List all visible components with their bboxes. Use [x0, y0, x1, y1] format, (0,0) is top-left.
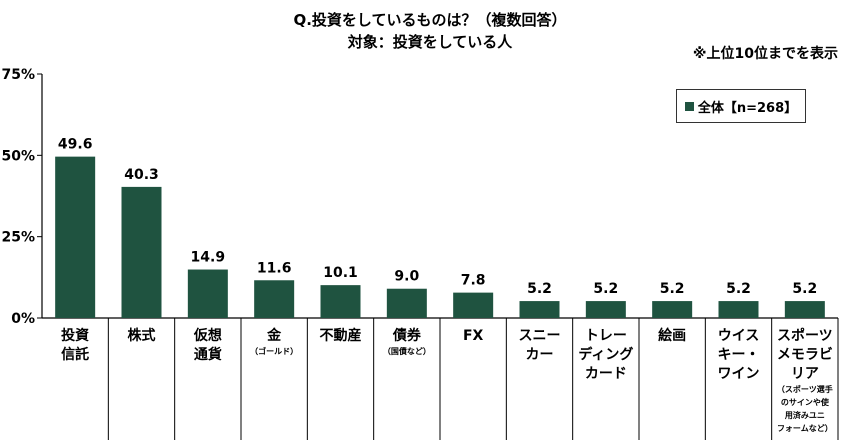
legend-label: 全体【n=268】	[697, 100, 798, 116]
data-label: 5.2	[527, 281, 552, 297]
x-tick-sublabel: （国債など）	[383, 346, 431, 356]
data-label: 9.0	[394, 269, 419, 285]
x-tick-label: トレー	[585, 328, 627, 344]
bar	[187, 269, 228, 318]
chart-subtitle: 対象：投資をしている人	[347, 33, 513, 51]
data-label: 14.9	[191, 250, 226, 266]
bar	[784, 301, 825, 318]
x-tick-label: カー	[526, 347, 554, 363]
x-tick-label: FX	[463, 328, 484, 344]
y-tick-label: 50%	[1, 148, 35, 164]
chart-title: Q.投資をしているものは？（複数回答）	[293, 11, 567, 29]
data-label: 5.2	[593, 281, 618, 297]
x-tick-sublabel: フォームなど）	[777, 423, 833, 433]
x-tick-label: メモラビ	[777, 347, 833, 363]
data-label: 40.3	[124, 167, 159, 183]
data-label: 49.6	[58, 137, 93, 153]
x-tick-sublabel: （ゴールド）	[250, 346, 298, 356]
bar	[320, 285, 361, 318]
bar	[453, 292, 494, 318]
legend: 全体【n=268】	[676, 89, 806, 123]
x-tick-label: 投資	[61, 327, 89, 344]
data-label: 5.2	[792, 281, 817, 297]
x-tick-label: カード	[585, 366, 627, 382]
x-tick-label: ウイス	[718, 328, 760, 344]
legend-swatch	[684, 101, 694, 111]
y-tick-label: 75%	[1, 67, 35, 83]
bar	[254, 280, 295, 318]
x-tick-label: 信託	[61, 346, 89, 363]
x-tick-label: スポーツ	[777, 327, 833, 344]
x-tick-label: 絵画	[658, 327, 686, 344]
x-tick-label: 金	[266, 327, 282, 344]
x-tick-sublabel: （スポーツ選手	[777, 384, 833, 394]
data-label: 7.8	[461, 273, 486, 289]
data-label: 5.2	[660, 281, 685, 297]
x-tick-label: ワイン	[718, 366, 760, 382]
y-tick-label: 25%	[1, 230, 35, 246]
bar	[652, 301, 693, 318]
x-tick-label: ディング	[578, 346, 633, 363]
x-tick-label: キー・	[718, 347, 760, 363]
x-tick-label: リア	[791, 366, 819, 382]
data-label: 10.1	[323, 265, 358, 281]
bar	[519, 301, 560, 318]
y-tick-label: 0%	[11, 311, 35, 327]
x-tick-label: 債券	[392, 327, 422, 344]
x-tick-label: 不動産	[320, 327, 362, 344]
x-tick-label: スニー	[519, 328, 561, 344]
data-label: 11.6	[257, 260, 292, 276]
x-tick-label: 仮想	[193, 327, 222, 344]
bar	[386, 288, 427, 318]
bar	[55, 156, 96, 318]
x-tick-label: 通貨	[194, 346, 222, 363]
bar	[585, 301, 626, 318]
chart-note: ※上位10位までを表示	[692, 46, 838, 62]
x-tick-sublabel: のサインや使	[781, 397, 830, 407]
bar	[121, 186, 162, 318]
data-label: 5.2	[726, 281, 751, 297]
bar	[718, 301, 759, 318]
x-tick-label: 株式	[128, 327, 156, 344]
x-tick-sublabel: 用済みユニ	[784, 410, 825, 420]
